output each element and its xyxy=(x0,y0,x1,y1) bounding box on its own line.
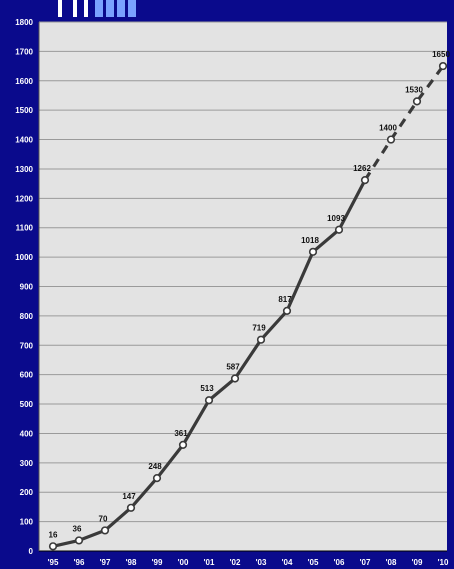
data-label: 719 xyxy=(252,324,266,333)
x-tick-label: '95 xyxy=(48,558,59,567)
x-tick-label: '07 xyxy=(360,558,371,567)
data-label: 1650 xyxy=(432,50,450,59)
data-label: 1400 xyxy=(379,124,397,133)
y-tick-label: 0 xyxy=(29,547,34,556)
series-line-dashed xyxy=(363,65,445,181)
data-point xyxy=(230,374,240,383)
x-tick-label: '03 xyxy=(256,558,267,567)
data-point xyxy=(126,503,136,512)
data-labels: 16 36 70 147 248 361 513 587 719 817 1018 1093 1262 1… xyxy=(49,50,451,539)
data-point xyxy=(334,225,344,234)
data-point xyxy=(152,474,162,483)
y-tick-label: 1400 xyxy=(15,136,33,145)
header-stripe xyxy=(95,0,103,17)
x-tick-label: '09 xyxy=(412,558,423,567)
y-tick-label: 1600 xyxy=(15,77,33,86)
data-label: 1093 xyxy=(327,214,345,223)
data-points xyxy=(48,61,448,551)
x-tick-label: '99 xyxy=(152,558,163,567)
data-label: 817 xyxy=(278,295,292,304)
data-label: 248 xyxy=(148,462,162,471)
x-tick-label: '08 xyxy=(386,558,397,567)
y-tick-label: 1800 xyxy=(15,18,33,27)
x-tick-label: '01 xyxy=(204,558,215,567)
gridlines xyxy=(38,21,447,552)
header-stripe xyxy=(58,0,62,17)
x-tick-label: '98 xyxy=(126,558,137,567)
y-tick-label: 100 xyxy=(20,518,34,527)
y-tick-label: 1200 xyxy=(15,194,33,203)
y-tick-label: 600 xyxy=(20,371,34,380)
data-point xyxy=(438,61,448,71)
data-point xyxy=(100,526,110,535)
x-tick-label: '05 xyxy=(308,558,319,567)
header-stripe xyxy=(128,0,136,17)
y-tick-label: 1000 xyxy=(15,253,33,262)
header-stripe xyxy=(117,0,125,17)
data-point xyxy=(48,542,58,551)
data-label: 16 xyxy=(49,530,58,539)
data-label: 1262 xyxy=(353,164,371,173)
data-point xyxy=(282,306,292,315)
y-tick-label: 700 xyxy=(20,341,34,350)
header-stripe xyxy=(73,0,77,17)
data-label: 70 xyxy=(99,514,108,523)
y-tick-label: 800 xyxy=(20,312,34,321)
x-tick-label: '10 xyxy=(438,558,449,567)
x-tick-label: '06 xyxy=(334,558,345,567)
x-tick-label: '02 xyxy=(230,558,241,567)
y-tick-label: 1100 xyxy=(16,224,34,233)
x-tick-label: '97 xyxy=(100,558,111,567)
y-tick-label: 200 xyxy=(20,488,34,497)
y-tick-label: 400 xyxy=(20,429,34,438)
y-tick-label: 900 xyxy=(20,283,34,292)
data-point xyxy=(308,247,318,256)
data-label: 1018 xyxy=(301,236,319,245)
data-label: 1530 xyxy=(405,85,423,94)
header-stripe xyxy=(84,0,88,17)
header-stripe xyxy=(106,0,114,17)
x-tick-label: '04 xyxy=(282,558,293,567)
y-tick-label: 300 xyxy=(20,459,34,468)
data-label: 147 xyxy=(122,492,136,501)
data-point xyxy=(360,176,370,185)
header-stripes-decoration xyxy=(58,0,136,17)
x-tick-label: '00 xyxy=(178,558,189,567)
x-tick-label: '96 xyxy=(74,558,85,567)
y-tick-label: 500 xyxy=(20,400,34,409)
data-label: 513 xyxy=(200,384,214,393)
data-label: 361 xyxy=(174,429,188,438)
data-point xyxy=(74,536,84,545)
data-point xyxy=(204,396,214,405)
x-axis-ticks: '95 '96 '97 '98 '99 '00 '01 '02 '03 '04 '05 '06 '07 '… xyxy=(48,558,449,567)
data-point xyxy=(256,335,266,344)
y-tick-label: 1300 xyxy=(15,165,33,174)
data-point xyxy=(412,97,422,106)
data-point xyxy=(178,440,188,450)
y-tick-label: 1700 xyxy=(15,47,33,56)
data-point xyxy=(386,135,396,144)
data-label: 36 xyxy=(73,524,82,533)
y-tick-label: 1500 xyxy=(15,106,33,115)
y-axis-ticks: 0 100 200 300 400 500 600 700 800 900 1000 1100 1200… xyxy=(15,18,33,556)
data-label: 587 xyxy=(226,362,240,371)
